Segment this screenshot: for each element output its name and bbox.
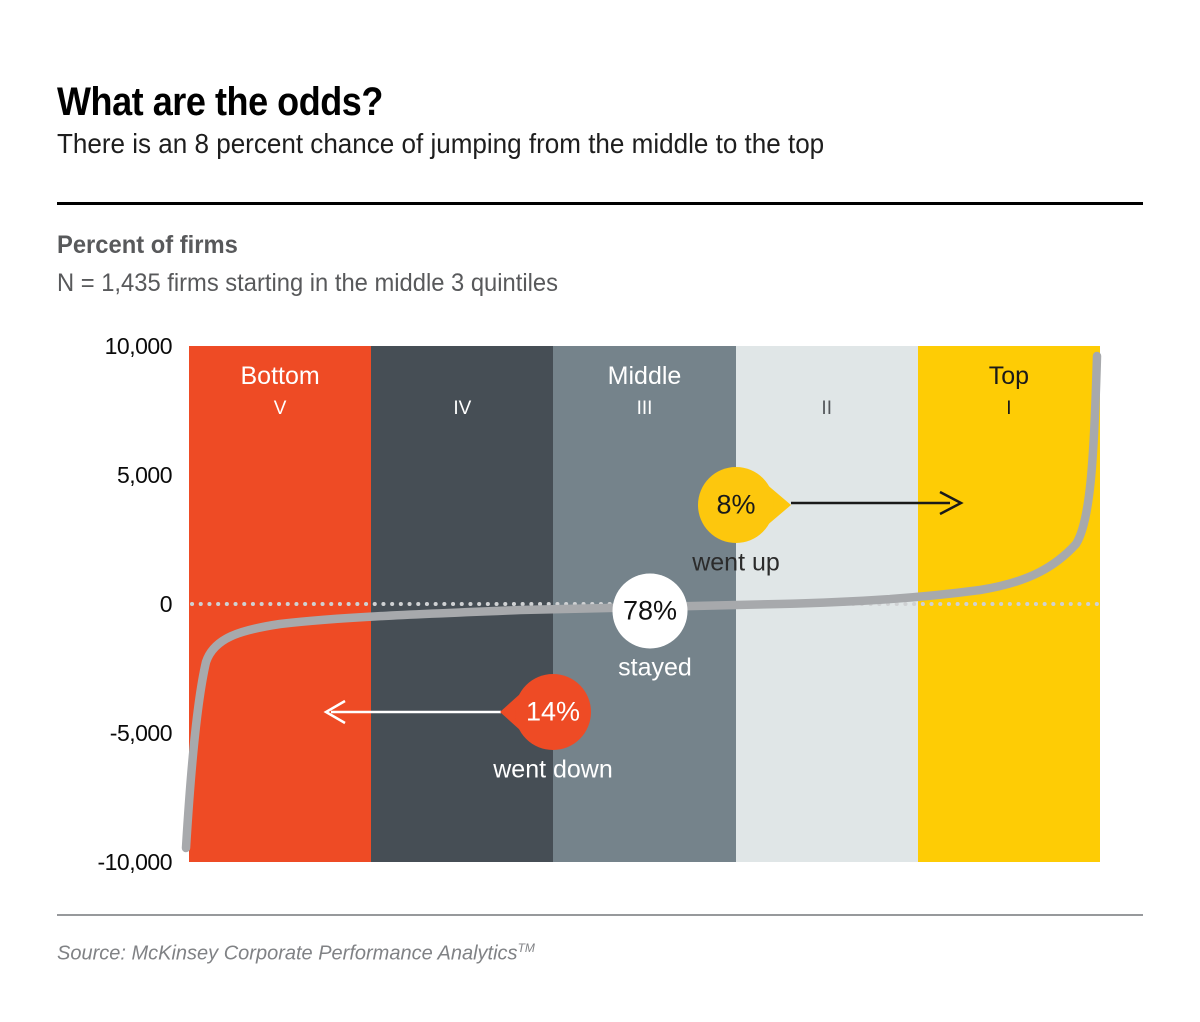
y-tick-neg10000: -10,000 bbox=[97, 849, 172, 875]
divider-top bbox=[57, 202, 1143, 205]
band-numeral: V bbox=[273, 398, 287, 419]
band-group-label: Top bbox=[988, 362, 1030, 390]
source-text: Source: McKinsey Corporate Performance A… bbox=[57, 942, 518, 965]
source-note: Source: McKinsey Corporate Performance A… bbox=[57, 941, 535, 966]
band-top-quintile-i: Top I bbox=[917, 346, 1101, 862]
y-tick-0: 0 bbox=[159, 591, 173, 617]
chart-axis-title: Percent of firms bbox=[57, 231, 238, 259]
band-group-label: Middle bbox=[607, 362, 682, 390]
band-numeral: IV bbox=[453, 398, 472, 419]
trademark-superscript: TM bbox=[517, 941, 535, 955]
band-numeral: II bbox=[821, 398, 832, 419]
went-up-value: 8% bbox=[716, 489, 756, 520]
chart-sample-note: N = 1,435 firms starting in the middle 3… bbox=[57, 269, 558, 297]
stayed-label: stayed bbox=[618, 653, 692, 682]
band-quintile-ii: II bbox=[735, 346, 918, 862]
divider-bottom bbox=[57, 914, 1143, 916]
band-group-label: Bottom bbox=[240, 362, 320, 390]
y-tick-10000: 10,000 bbox=[104, 333, 173, 359]
band-bottom-quintile-v: Bottom V bbox=[189, 346, 372, 862]
page-title: What are the odds? bbox=[57, 80, 383, 124]
stayed-value: 78% bbox=[622, 595, 678, 626]
went-down-value: 14% bbox=[525, 696, 581, 727]
band-numeral: I bbox=[1006, 398, 1012, 419]
went-up-label: went up bbox=[692, 548, 780, 577]
went-down-label: went down bbox=[493, 755, 613, 784]
y-tick-neg5000: -5,000 bbox=[109, 720, 173, 746]
page-subtitle: There is an 8 percent chance of jumping … bbox=[57, 128, 825, 159]
y-tick-5000: 5,000 bbox=[116, 462, 173, 488]
y-axis: 10,000 5,000 0 -5,000 -10,000 bbox=[0, 333, 173, 875]
band-numeral: III bbox=[636, 398, 653, 419]
band-quintile-iv: IV bbox=[371, 346, 554, 862]
